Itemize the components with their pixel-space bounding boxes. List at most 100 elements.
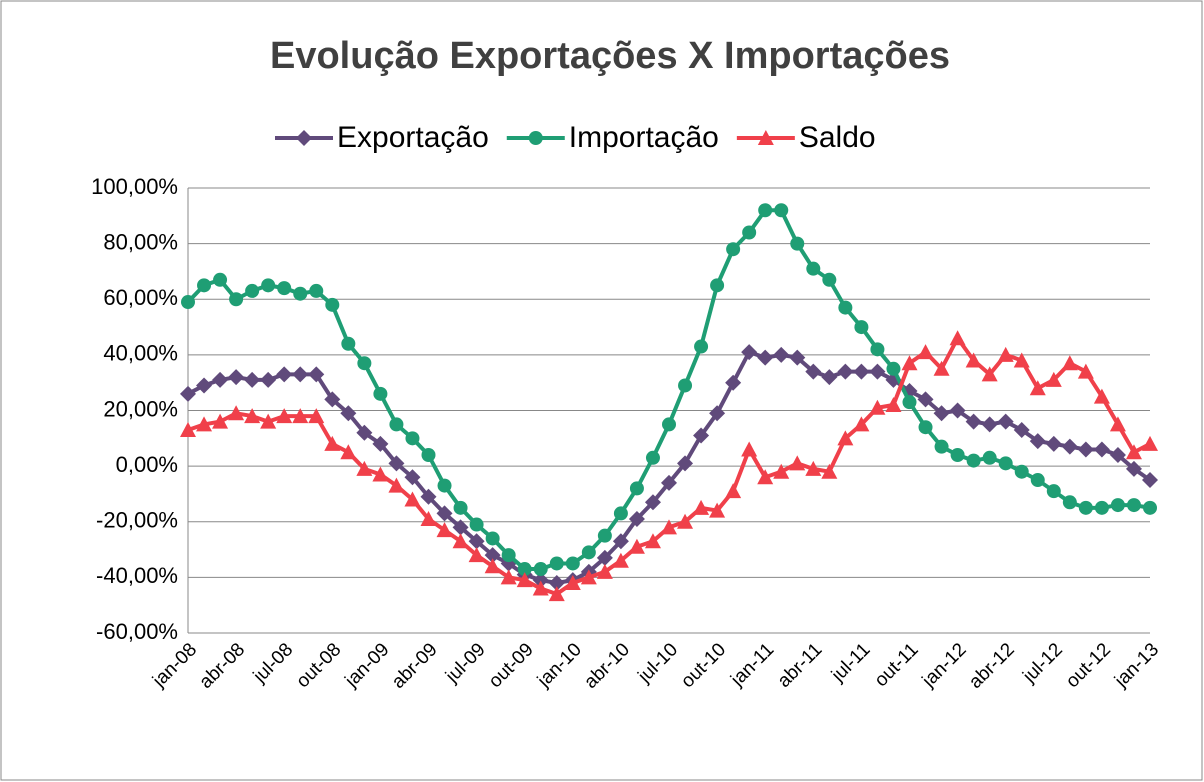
point: [181, 295, 195, 310]
point: [292, 366, 309, 383]
point: [1030, 473, 1045, 488]
point: [725, 374, 742, 391]
y-tick-label: -60,00%: [96, 619, 178, 644]
point: [196, 377, 213, 394]
point: [1125, 444, 1142, 460]
point: [549, 556, 564, 571]
legend-label: Importação: [569, 121, 719, 154]
point: [1077, 441, 1094, 458]
point: [197, 278, 212, 293]
point: [597, 528, 612, 543]
point: [757, 349, 774, 366]
point: [709, 405, 726, 422]
y-tick-label: -20,00%: [96, 508, 178, 533]
point: [420, 510, 437, 526]
point: [981, 416, 998, 433]
point: [741, 344, 758, 361]
point: [742, 225, 757, 240]
point: [292, 408, 309, 424]
point: [773, 463, 790, 479]
point: [196, 416, 213, 432]
point: [628, 510, 645, 527]
point: [806, 261, 821, 276]
point: [357, 356, 372, 371]
point: [838, 300, 853, 315]
point: [581, 545, 596, 560]
point: [710, 278, 725, 293]
point: [612, 552, 629, 568]
point: [1143, 500, 1157, 515]
point: [180, 421, 196, 437]
point: [661, 519, 677, 535]
y-tick-label: 100,00%: [91, 174, 178, 199]
point: [662, 417, 676, 432]
point: [677, 513, 694, 529]
point: [678, 378, 693, 393]
point: [212, 371, 229, 388]
point: [965, 413, 982, 430]
point: [1109, 447, 1126, 463]
point: [933, 405, 950, 422]
point: [245, 283, 260, 298]
point: [388, 477, 405, 493]
point: [341, 336, 356, 351]
point: [388, 455, 405, 472]
point: [564, 574, 581, 590]
point: [1061, 438, 1078, 455]
point: [773, 346, 790, 363]
legend-label: Saldo: [799, 121, 876, 154]
point: [1125, 460, 1142, 477]
point: [822, 272, 837, 287]
point: [244, 408, 261, 424]
point: [548, 586, 565, 602]
point: [1109, 416, 1126, 432]
point: [694, 339, 709, 354]
point: [324, 435, 341, 451]
point: [1014, 464, 1029, 479]
point: [325, 297, 340, 312]
point: [404, 491, 421, 507]
point: [501, 548, 516, 563]
point: [805, 363, 822, 380]
point: [517, 562, 532, 577]
point: [405, 431, 420, 446]
point: [468, 547, 485, 563]
point: [276, 366, 293, 383]
point: [1045, 371, 1062, 387]
point: [420, 488, 437, 505]
point: [981, 366, 998, 382]
point: [950, 448, 965, 462]
point: [693, 499, 710, 515]
point: [244, 371, 261, 388]
point: [805, 460, 822, 476]
y-tick-label: 80,00%: [103, 229, 178, 254]
point: [372, 435, 389, 452]
point: [596, 563, 613, 579]
point: [421, 448, 436, 462]
point: [485, 531, 500, 546]
point: [261, 278, 276, 293]
point: [309, 283, 324, 298]
point: [997, 413, 1014, 430]
point: [228, 405, 245, 421]
point: [500, 569, 517, 585]
point: [565, 556, 580, 571]
point: [453, 500, 468, 515]
point: [1061, 355, 1078, 371]
point: [853, 416, 870, 432]
point: [356, 424, 373, 441]
point: [340, 444, 357, 460]
point: [613, 506, 628, 521]
point: [853, 363, 870, 380]
point: [1045, 435, 1062, 452]
point: [709, 502, 726, 518]
point: [180, 385, 196, 402]
point: [276, 408, 293, 424]
point: [436, 505, 453, 522]
point: [213, 272, 228, 287]
point: [548, 574, 565, 591]
point: [293, 286, 308, 301]
point: [901, 355, 918, 371]
point: [629, 481, 644, 496]
